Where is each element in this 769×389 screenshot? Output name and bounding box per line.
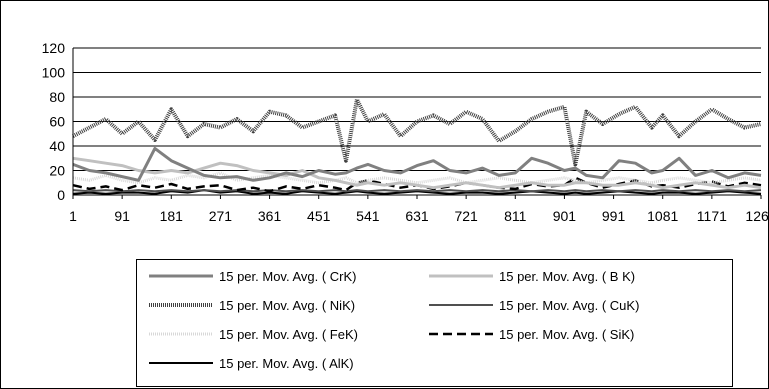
legend-label: 15 per. Mov. Avg. ( CrK) <box>219 268 357 284</box>
y-tick-label: 60 <box>49 114 65 130</box>
y-tick-label: 0 <box>57 187 65 203</box>
series-layer <box>72 97 762 195</box>
x-tick-label: 1171 <box>697 208 727 224</box>
x-tick-label: 811 <box>504 208 527 224</box>
legend-swatch <box>429 274 493 278</box>
x-tick-label: 901 <box>553 208 577 224</box>
series-line-3 <box>72 189 762 193</box>
x-tick-label: 361 <box>258 208 282 224</box>
legend-label: 15 per. Mov. Avg. ( SiK) <box>499 326 635 342</box>
legend-item: 15 per. Mov. Avg. ( B K) <box>427 266 635 286</box>
legend-swatch <box>149 332 213 336</box>
x-tick-label: 451 <box>307 208 331 224</box>
legend-label: 15 per. Mov. Avg. ( FeK) <box>219 326 358 342</box>
y-tick-label: 40 <box>49 138 65 154</box>
x-tick-label: 991 <box>602 208 626 224</box>
legend-label: 15 per. Mov. Avg. ( B K) <box>499 268 636 284</box>
axes <box>72 48 762 199</box>
legend-label: 15 per. Mov. Avg. ( NiK) <box>219 297 356 313</box>
y-tick-label: 120 <box>42 40 66 56</box>
series-line-0 <box>72 146 762 182</box>
y-tick-label: 100 <box>42 65 66 81</box>
legend-label: 15 per. Mov. Avg. ( CuK) <box>499 297 640 313</box>
legend-item: 15 per. Mov. Avg. ( SiK) <box>427 324 634 344</box>
legend-item: 15 per. Mov. Avg. ( CrK) <box>147 266 357 286</box>
series-line-2 <box>72 97 762 167</box>
x-tick-label: 721 <box>454 208 478 224</box>
x-tick-label: 631 <box>405 208 429 224</box>
x-tick-label: 1081 <box>647 208 678 224</box>
legend-swatch <box>429 332 493 336</box>
legend-swatch <box>149 274 213 278</box>
y-tick-label: 80 <box>49 89 65 105</box>
x-tick-label: 541 <box>356 208 380 224</box>
x-tick-label: 271 <box>209 208 233 224</box>
y-axis-ticks: 0 20 40 60 80 100 120 <box>42 40 66 203</box>
grid-lines <box>73 47 761 171</box>
x-tick-label: 91 <box>114 208 130 224</box>
x-tick-label: 181 <box>160 208 184 224</box>
series-line-4 <box>72 171 762 185</box>
legend-swatch <box>149 303 213 307</box>
legend-swatch <box>149 362 213 364</box>
legend: 15 per. Mov. Avg. ( CrK) 15 per. Mov. Avg… <box>136 259 733 387</box>
line-chart: 0 20 40 60 80 100 120 1 91 181 271 361 451 541 631 721… <box>42 40 768 224</box>
legend-label: 15 per. Mov. Avg. ( AlK) <box>219 355 354 371</box>
legend-item: 15 per. Mov. Avg. ( NiK) <box>147 295 355 315</box>
x-tick-label: 1 <box>69 208 77 224</box>
legend-item: 15 per. Mov. Avg. ( CuK) <box>427 295 639 315</box>
legend-item: 15 per. Mov. Avg. ( FeK) <box>147 324 358 344</box>
x-axis-ticks: 1 91 181 271 361 451 541 631 721 811 901 991 1081 117… <box>69 208 768 224</box>
legend-swatch <box>429 304 493 306</box>
legend-item: 15 per. Mov. Avg. ( AlK) <box>147 353 354 373</box>
y-tick-label: 20 <box>49 163 65 179</box>
